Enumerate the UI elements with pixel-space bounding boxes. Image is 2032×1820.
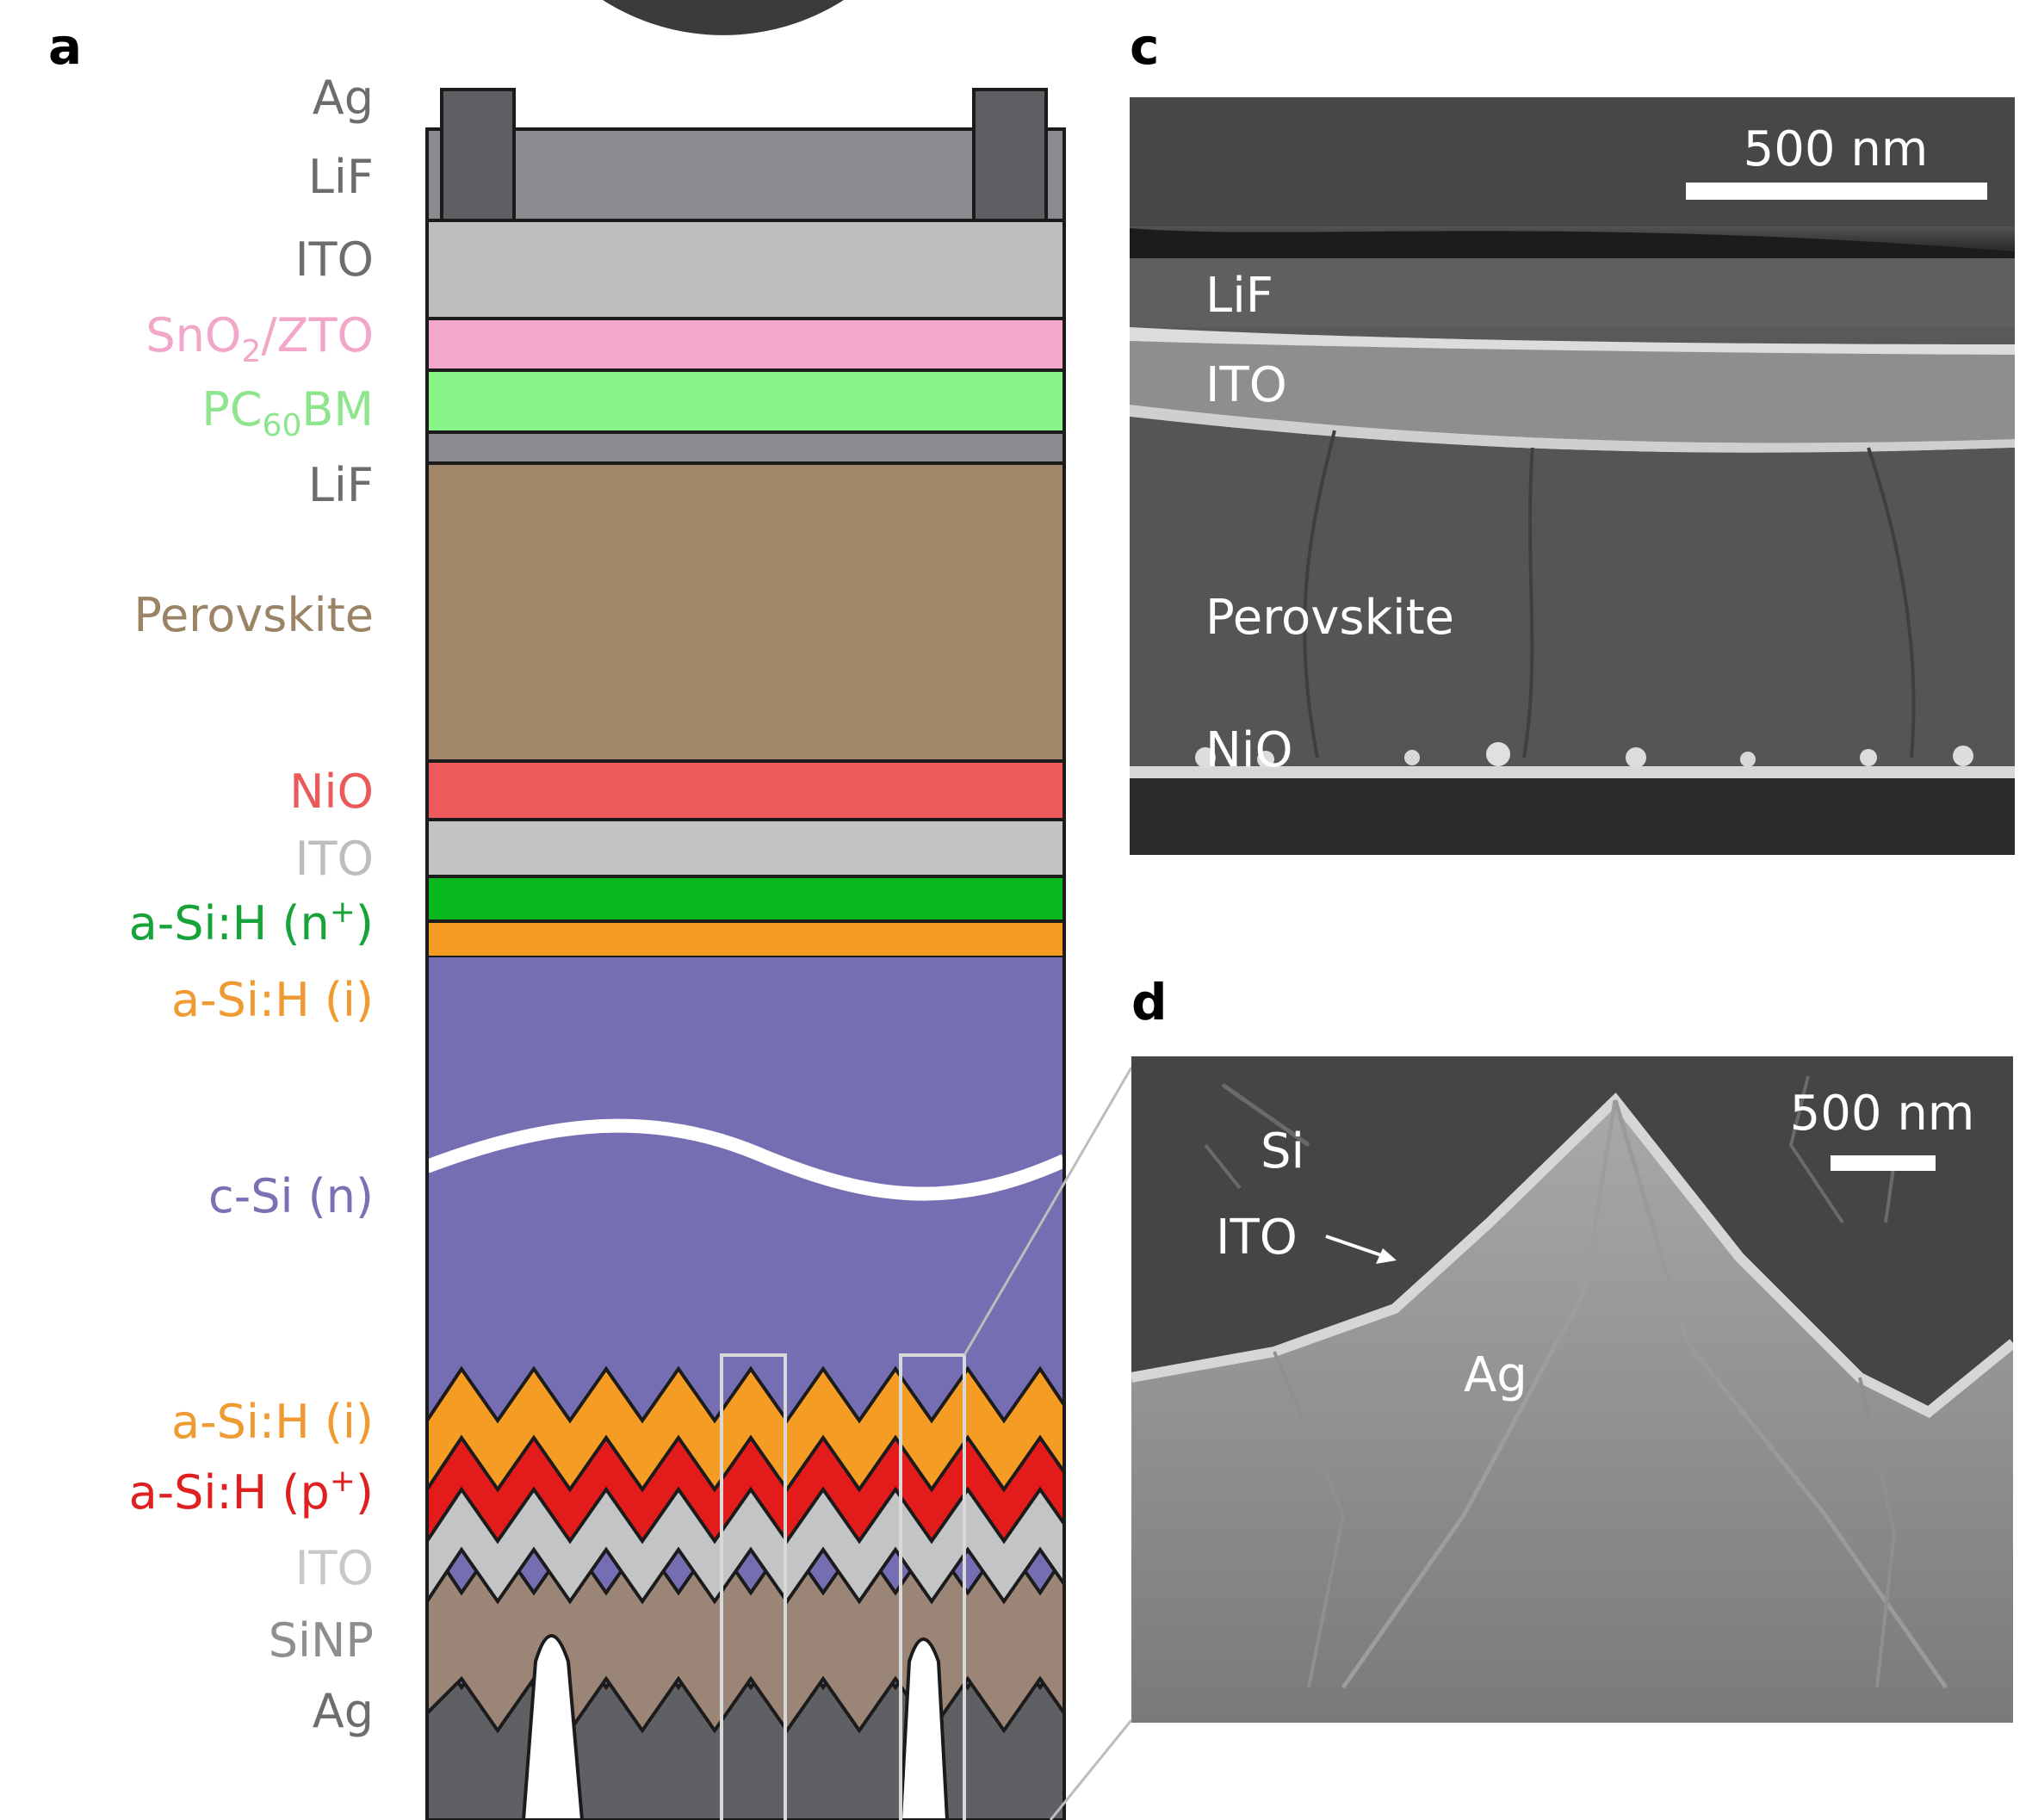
rear-gap-2 [898,1637,950,1820]
stack-label: ITO [295,832,374,886]
layer-pcbm [425,368,1066,434]
sem-c-label-lif: LiF [1205,268,1273,324]
stack-label: NiO [289,765,374,819]
layer-asi-i-rear [427,1365,1064,1493]
scale-label-d: 500 nm [1790,1086,1975,1142]
stack-label: a-Si:H (n+) [129,895,374,950]
stack-label: a-Si:H (p+) [129,1464,374,1520]
layer-asi-n [425,875,1066,923]
sem-image-d [1131,1056,2013,1723]
textured-rear [427,957,1064,1820]
sem-d-label-si: Si [1261,1124,1304,1179]
stack-label: c-Si (n) [208,1169,374,1223]
scale-bar-d [1831,1155,1936,1171]
layer-stack [425,88,1066,959]
layer-lif-top [425,127,1066,222]
stack-label: SnO2/ZTO [146,308,374,369]
ito-arrow [1325,1235,1397,1264]
zoom-connector-bottom [1049,1719,1133,1820]
panel-label-c: c [1130,17,1159,76]
wafer-break-line [427,1118,1064,1201]
stack-label: ITO [295,1541,374,1595]
stack-label: ITO [295,232,374,287]
layer-nio [425,759,1066,821]
layer-sinp [427,1538,1064,1734]
panel-label-a: a [48,17,82,76]
stack-label: a-Si:H (i) [171,973,374,1027]
sem-c-label-ito: ITO [1205,357,1287,413]
sem-c-label-nio: NiO [1205,722,1293,778]
stack-label: LiF [308,458,374,512]
zoom-connector-top [963,1067,1133,1356]
zoom-box-2 [899,1353,966,1820]
stack-label: Ag [313,71,374,125]
layer-sno2-zto [425,317,1066,372]
cropped-circle [603,0,844,35]
stack-label: LiF [308,150,374,204]
ag-contact-right [972,88,1048,222]
scale-label-c: 500 nm [1744,121,1929,177]
sem-d-label-ito: ITO [1216,1210,1298,1266]
layer-perovskite [425,461,1066,763]
ag-contact-left [440,88,516,222]
scale-bar-c [1686,183,1987,200]
sem-c-label-perovskite: Perovskite [1205,590,1454,646]
rear-gap-1 [521,1634,585,1820]
stack-labels: Ag LiF ITO SnO2/ZTO PC60BM LiF Perovskite NiO IT… [129,71,374,1738]
layer-lif-mid [425,430,1066,465]
panel-label-d: d [1131,973,1168,1031]
sem-d-label-ag: Ag [1464,1347,1527,1403]
layer-asi-i-top [425,919,1066,959]
stack-label: PC60BM [201,382,374,443]
layer-ito-top [425,219,1066,320]
stack-label: Ag [313,1684,374,1738]
layer-ito-mid [425,818,1066,878]
stack-label: Perovskite [133,588,374,642]
zoom-box-1 [720,1353,787,1820]
sem-image-c [1130,97,2015,855]
stack-label: a-Si:H (i) [171,1395,374,1449]
stack-label: SiNP [269,1613,374,1668]
